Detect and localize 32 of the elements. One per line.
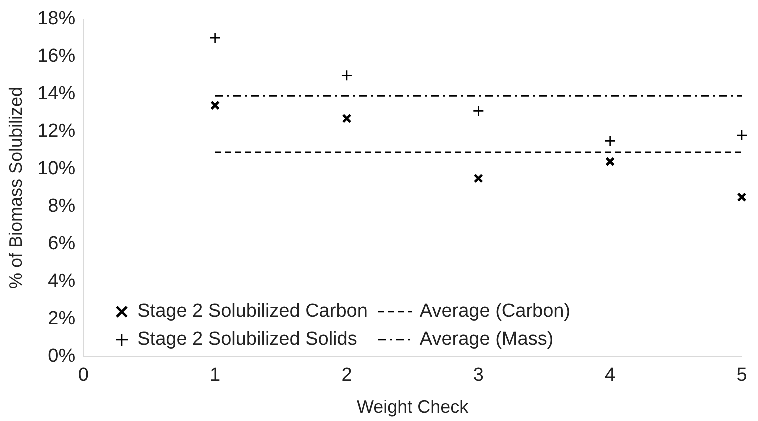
y-tick-label: 14% — [38, 84, 76, 105]
y-axis-title: % of Biomass Solubilized — [6, 86, 26, 290]
x-tick-label: 3 — [473, 365, 484, 386]
legend-label: Average (Carbon) — [420, 300, 571, 323]
point — [342, 114, 352, 124]
y-tick-label: 0% — [48, 346, 76, 367]
point — [604, 136, 616, 147]
x-tick-label: 2 — [342, 365, 352, 386]
y-tick-label: 18% — [38, 8, 76, 30]
legend-label: Average (Mass) — [420, 328, 554, 351]
point — [474, 174, 484, 184]
point — [341, 70, 353, 82]
y-tick-label: 10% — [38, 158, 76, 180]
point — [736, 130, 748, 142]
x-tick-label: 5 — [736, 365, 748, 386]
legend-label: Stage 2 Solubilized Carbon — [138, 300, 368, 323]
legend-label: Stage 2 Solubilized Solids — [138, 328, 358, 351]
x-tick-label: 0 — [78, 365, 89, 386]
y-tick-label: 16% — [38, 46, 76, 68]
point — [210, 100, 220, 110]
y-tick-label: 8% — [48, 196, 76, 217]
y-tick-label: 12% — [38, 121, 76, 142]
x-axis-title: Weight Check — [356, 397, 470, 418]
point — [210, 32, 221, 44]
point — [737, 192, 747, 202]
x-tick-label: 4 — [605, 365, 616, 386]
y-tick-label: 4% — [48, 270, 76, 292]
y-tick-label: 2% — [48, 308, 76, 330]
x-tick-label: 1 — [210, 365, 221, 386]
point — [473, 106, 484, 117]
y-tick-label: 6% — [48, 233, 76, 254]
point — [606, 156, 616, 167]
